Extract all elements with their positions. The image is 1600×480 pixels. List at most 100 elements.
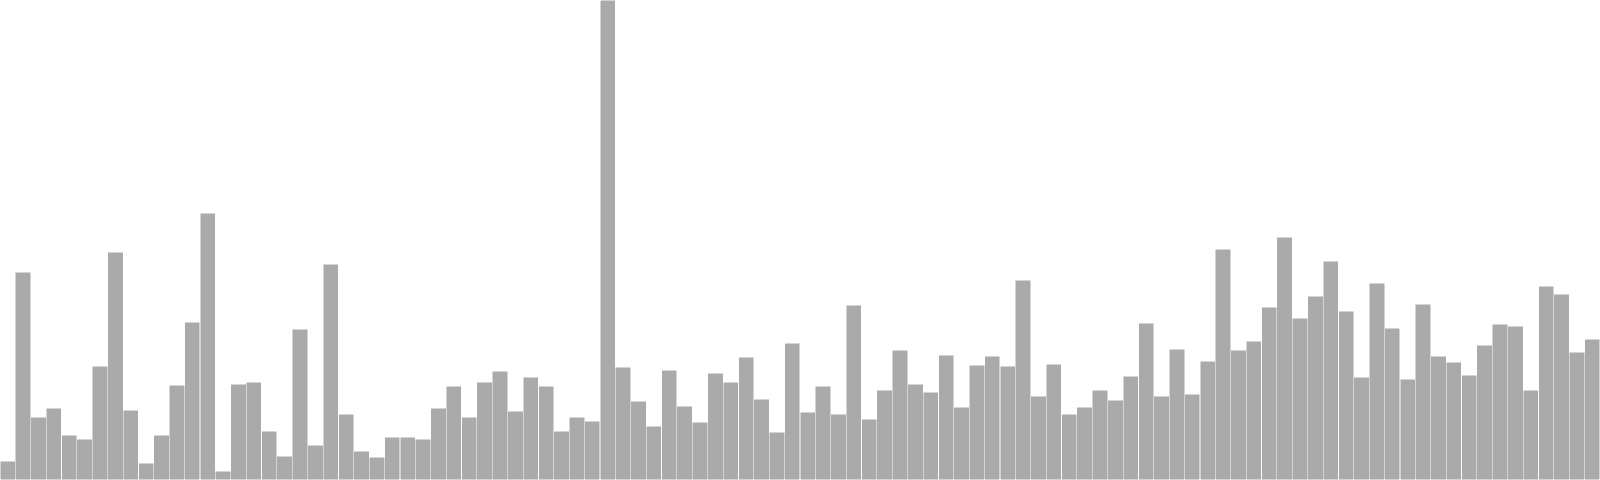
bar-30	[445, 385, 462, 480]
bar-68	[1030, 395, 1047, 480]
bar-91	[1384, 327, 1401, 480]
bar-88	[1338, 310, 1355, 480]
bar-72	[1092, 389, 1108, 480]
bar-50	[753, 398, 770, 480]
bar-13	[184, 321, 201, 480]
bar-76	[1153, 395, 1170, 480]
bar-16	[230, 383, 247, 480]
bar-23	[338, 413, 355, 480]
bar-18	[261, 430, 278, 480]
bar-31	[461, 416, 478, 480]
bar-98	[1492, 323, 1508, 480]
bar-74	[1122, 375, 1139, 480]
bar-81	[1230, 349, 1247, 480]
bar-75	[1138, 322, 1155, 480]
bar-48	[722, 381, 739, 480]
bar-56	[845, 304, 862, 480]
bar-53	[799, 411, 816, 480]
bar-95	[1445, 361, 1462, 480]
bar-20	[292, 328, 308, 480]
bar-92	[1399, 378, 1416, 480]
bar-12	[168, 384, 185, 480]
bar-29	[430, 407, 447, 480]
bar-79	[1199, 360, 1216, 480]
bar-93	[1415, 303, 1432, 480]
bar-65	[984, 355, 1001, 480]
bar-82	[1245, 340, 1262, 480]
bar-45	[676, 405, 693, 480]
bar-80	[1215, 248, 1232, 480]
bar-85	[1292, 317, 1308, 480]
bar-90	[1368, 282, 1385, 480]
bar-38	[568, 416, 585, 480]
bar-8	[107, 251, 124, 480]
bar-33	[492, 370, 508, 480]
bar-102	[1553, 293, 1570, 480]
bar-47	[707, 372, 724, 480]
bar-55	[830, 413, 847, 480]
bar-66	[999, 365, 1016, 480]
bar-28	[415, 438, 432, 480]
bar-32	[476, 381, 493, 480]
bar-96	[1461, 374, 1478, 480]
bar-22	[322, 263, 339, 480]
bar-69	[1045, 363, 1062, 480]
bar-36	[538, 385, 555, 480]
bar-4	[45, 407, 62, 480]
bar-77	[1168, 348, 1185, 480]
bar-58	[876, 389, 893, 480]
bar-35	[522, 376, 539, 480]
bar-40	[599, 0, 616, 480]
bar-19	[276, 455, 293, 480]
bar-100	[1522, 389, 1539, 480]
bar-6	[76, 438, 93, 480]
bar-57	[861, 418, 878, 480]
bar-44	[661, 369, 678, 480]
bar-41	[615, 366, 632, 480]
bar-51	[768, 431, 785, 480]
bar-2	[15, 271, 32, 480]
bar-86	[1307, 295, 1324, 480]
bar-64	[968, 364, 985, 480]
bar-34	[507, 410, 524, 480]
bar-59	[892, 349, 908, 480]
bar-99	[1507, 325, 1524, 480]
bar-71	[1076, 406, 1093, 480]
bar-24	[353, 450, 370, 480]
bar-101	[1538, 285, 1555, 480]
bar-62	[938, 354, 955, 480]
bar-17	[245, 381, 262, 480]
bar-103	[1568, 351, 1585, 480]
bar-14	[199, 212, 216, 480]
bar-52	[784, 342, 801, 480]
bar-26	[384, 436, 401, 480]
bar-27	[399, 436, 416, 480]
bar-63	[953, 406, 970, 480]
bar-78	[1184, 393, 1201, 480]
bar-10	[138, 462, 155, 480]
bar-73	[1107, 399, 1124, 480]
bar-37	[553, 430, 570, 480]
bar-46	[692, 421, 708, 480]
bar-1	[0, 460, 16, 480]
bar-104	[1584, 338, 1600, 480]
bar-9	[122, 409, 139, 480]
bar-83	[1261, 306, 1278, 480]
bar-70	[1061, 413, 1078, 480]
bar-11	[153, 434, 170, 480]
bar-94	[1430, 355, 1447, 480]
bar-39	[584, 420, 601, 480]
bar-97	[1476, 344, 1493, 480]
bar-54	[815, 385, 832, 480]
bar-89	[1353, 376, 1370, 480]
bar-3	[30, 416, 47, 480]
bar-15	[215, 470, 232, 480]
bar-60	[907, 383, 924, 480]
bar-21	[307, 444, 324, 480]
bar-43	[645, 425, 662, 480]
bar-42	[630, 400, 647, 480]
bar-84	[1276, 236, 1293, 480]
bar-7	[92, 365, 108, 480]
bar-61	[922, 391, 939, 480]
